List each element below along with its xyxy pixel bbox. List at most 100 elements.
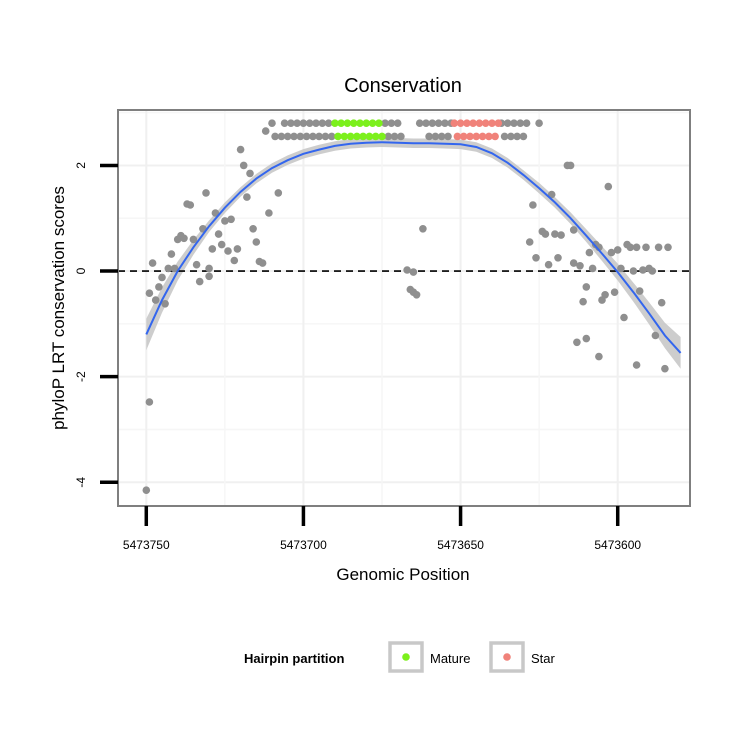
point [444,132,452,141]
point [312,119,320,127]
point-star [488,119,496,127]
point-mature [353,132,361,141]
point [620,313,628,322]
legend: Hairpin partition Mature Star [244,641,556,673]
point [582,283,591,291]
point [613,246,622,254]
plot-panel-border [117,109,691,507]
point [315,132,323,141]
x-tick-label: 5473750 [123,538,170,552]
point-star [472,132,481,141]
point [258,259,267,267]
point [277,132,286,141]
point [569,226,578,234]
point [532,253,540,262]
point-mature [334,132,342,141]
point [246,169,254,178]
point [639,266,647,274]
point [525,238,534,246]
legend-dot-star [503,653,511,661]
point [566,161,575,170]
point [632,243,641,252]
x-tick-label: 5473600 [594,538,641,552]
point [661,364,669,373]
y-tick-label: -2 [74,371,88,382]
point-mature [331,119,339,127]
point [657,298,666,307]
point [189,235,198,244]
legend-item-mature: Mature [388,641,470,673]
point [324,119,333,127]
point [280,119,289,127]
point [155,283,163,291]
point [309,132,317,141]
point [271,132,279,141]
point [557,231,565,239]
point-mature [362,119,371,127]
point [434,119,443,127]
point [287,119,295,127]
point [529,201,537,209]
point-mature [356,119,364,127]
point-mature [343,119,352,127]
point-star [481,119,490,127]
point [544,260,553,269]
chart-title: Conservation [344,75,462,97]
point [221,217,229,225]
point-mature [378,132,386,141]
point [227,215,235,224]
point [428,119,437,127]
point [588,264,597,273]
point [601,291,609,299]
point-mature [368,119,377,127]
point [437,132,446,141]
point [412,291,421,299]
point [265,209,273,217]
legend-label-mature: Mature [430,651,470,666]
point [299,119,308,127]
legend-item-star: Star [489,641,556,673]
point [510,119,518,127]
x-tick-label: 5473700 [280,538,327,552]
point [604,182,613,191]
point-mature [346,132,355,141]
point [626,243,635,252]
point [648,267,657,275]
point-star [466,132,474,141]
point [635,287,644,295]
point [252,238,261,246]
point [293,119,301,127]
point [554,253,562,262]
point [161,300,169,308]
x-tick-label: 5473650 [437,538,484,552]
point [595,352,603,361]
point-star [456,119,465,127]
point [516,119,525,127]
point [224,247,232,255]
point [425,132,433,141]
panel-grid [118,110,690,506]
point [664,243,672,252]
point [305,119,314,127]
point [236,145,245,154]
point [551,230,559,238]
point [283,132,292,141]
point [607,248,616,257]
point [290,132,298,141]
point [170,264,179,273]
point-mature [349,119,358,127]
point [151,296,160,304]
point [249,225,257,233]
point [617,264,625,273]
point-star [475,119,484,127]
point [507,132,515,141]
y-tick-label: 2 [74,162,88,169]
point-star [491,132,499,141]
point [205,264,213,273]
point [381,119,389,127]
axis-ticks: 5473750 5473700 5473650 5473600 -4 -2 0 2 [74,162,641,552]
point [535,119,543,127]
point-mature [365,132,374,141]
point-star [453,132,462,141]
